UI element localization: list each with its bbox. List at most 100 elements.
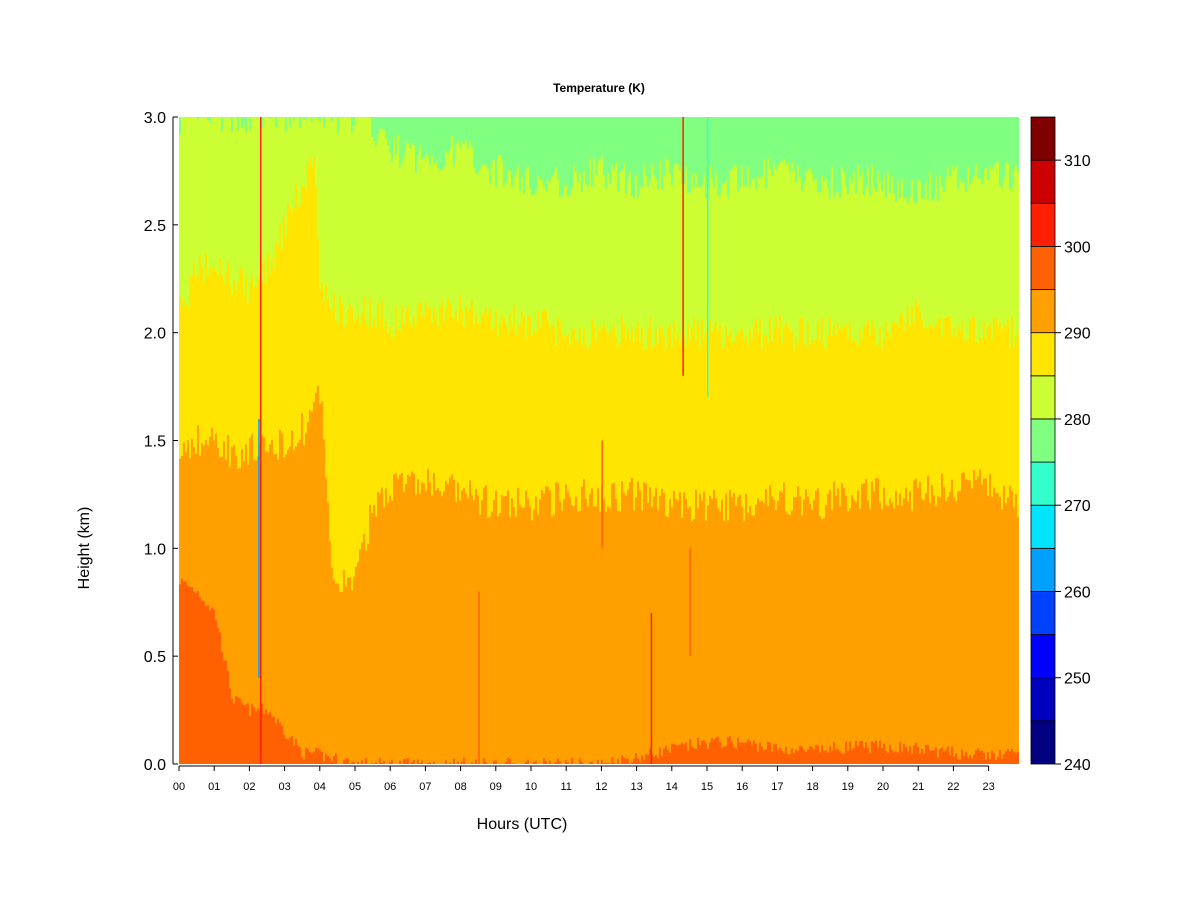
heatmap-cell-column: [701, 740, 703, 764]
heatmap-cell-column: [763, 749, 765, 764]
heatmap-cell-column: [911, 753, 913, 764]
heatmap-cell-column: [271, 716, 273, 764]
heatmap-cell-column: [961, 749, 963, 764]
heatmap-cell-column: [853, 499, 855, 764]
heatmap-cell-column: [939, 749, 941, 764]
heatmap-cell-column: [353, 320, 355, 764]
heatmap-cell-column: [245, 704, 247, 764]
heatmap-cell-column: [941, 473, 943, 764]
heatmap-cell-column: [1017, 516, 1019, 764]
heatmap-cell-column: [817, 488, 819, 764]
heatmap-cell-column: [937, 496, 939, 764]
y-tick-label: 0.0: [144, 757, 166, 774]
colorbar-swatch: [1030, 677, 1056, 722]
heatmap-cell-column: [353, 761, 355, 764]
colorbar-swatch: [1030, 634, 1056, 679]
heatmap-cell-column: [345, 586, 347, 764]
heatmap-cell-column: [277, 718, 279, 764]
heatmap-cell-column: [533, 509, 535, 764]
heatmap-cell-column: [1003, 485, 1005, 764]
heatmap-cell-column: [507, 490, 509, 764]
heatmap-cell-column: [517, 488, 519, 764]
heatmap-cell-column: [535, 496, 537, 764]
heatmap-spike: [650, 613, 653, 764]
heatmap-cell-column: [709, 495, 711, 764]
heatmap-cell-column: [1009, 751, 1011, 764]
heatmap-cell-column: [287, 449, 289, 764]
heatmap-cell-column: [265, 709, 267, 764]
heatmap-cell-column: [243, 705, 245, 764]
heatmap-cell-column: [879, 502, 881, 764]
heatmap-cell-column: [399, 474, 401, 764]
heatmap-cell-column: [909, 491, 911, 764]
heatmap-cell-column: [829, 490, 831, 764]
heatmap-cell-column: [319, 750, 321, 764]
heatmap-cell-column: [1013, 751, 1015, 764]
heatmap-cell-column: [815, 744, 817, 764]
heatmap-cell-column: [753, 740, 755, 764]
heatmap-cell-column: [453, 479, 455, 764]
heatmap-cell-column: [963, 755, 965, 764]
heatmap-cell-column: [697, 508, 699, 764]
heatmap-cell-column: [647, 754, 649, 764]
heatmap-cell-column: [493, 500, 495, 764]
heatmap-cell-column: [737, 496, 739, 764]
heatmap-cell-column: [857, 745, 859, 764]
heatmap-cell-column: [231, 446, 233, 764]
heatmap-cell-column: [311, 411, 313, 764]
heatmap-cell-column: [587, 506, 589, 764]
heatmap-cell-column: [677, 745, 679, 764]
heatmap-cell-column: [333, 755, 335, 764]
colorbar-tick-label: 240: [1064, 757, 1091, 774]
heatmap-cell-column: [803, 499, 805, 764]
heatmap-cell-column: [843, 753, 845, 764]
heatmap-cell-column: [577, 511, 579, 764]
heatmap-cell-column: [989, 474, 991, 764]
heatmap-cell-column: [727, 737, 729, 764]
heatmap-cell-column: [931, 485, 933, 764]
heatmap-cell-column: [505, 495, 507, 764]
heatmap-cell-column: [351, 590, 353, 764]
heatmap-cell-column: [413, 473, 415, 764]
heatmap-cell-column: [817, 745, 819, 764]
heatmap-spike: [707, 117, 709, 398]
heatmap-cell-column: [525, 761, 527, 764]
heatmap-cell-column: [351, 761, 353, 764]
heatmap-cell-column: [863, 483, 865, 764]
colorbar-swatch: [1030, 591, 1056, 636]
x-tick-label: 14: [666, 781, 678, 793]
heatmap-cell-column: [811, 509, 813, 764]
heatmap-cell-column: [895, 751, 897, 764]
heatmap-cell-column: [435, 490, 437, 764]
heatmap-cell-column: [779, 491, 781, 764]
heatmap-cell-column: [827, 493, 829, 764]
heatmap-cell-column: [921, 749, 923, 764]
heatmap-cell-column: [537, 514, 539, 764]
heatmap-cell-column: [463, 488, 465, 764]
heatmap-cell-column: [1001, 509, 1003, 764]
heatmap-cell-column: [231, 698, 233, 764]
heatmap-cell-column: [783, 752, 785, 764]
heatmap-cell-column: [347, 577, 349, 764]
heatmap-cell-column: [969, 480, 971, 764]
heatmap-cell-column: [911, 510, 913, 764]
heatmap-cell-column: [813, 499, 815, 764]
heatmap-cell-column: [267, 714, 269, 764]
x-tick-label: 17: [771, 781, 783, 793]
colorbar-tick-label: 280: [1064, 412, 1091, 429]
x-tick-label: 18: [806, 781, 818, 793]
heatmap-cell-column: [331, 312, 333, 764]
x-tick-label: 10: [525, 781, 537, 793]
heatmap-cell-column: [303, 759, 305, 764]
heatmap-cell-column: [813, 749, 815, 764]
heatmap-cell-column: [363, 297, 365, 764]
heatmap-cell-column: [401, 472, 403, 764]
heatmap-cell-column: [845, 741, 847, 764]
heatmap-cell-column: [991, 497, 993, 764]
heatmap-cell-column: [891, 502, 893, 764]
heatmap-cell-column: [403, 759, 405, 764]
heatmap-cell-column: [879, 740, 881, 764]
heatmap-cell-column: [895, 491, 897, 764]
heatmap-cell-column: [803, 749, 805, 764]
heatmap-cell-column: [407, 474, 409, 764]
